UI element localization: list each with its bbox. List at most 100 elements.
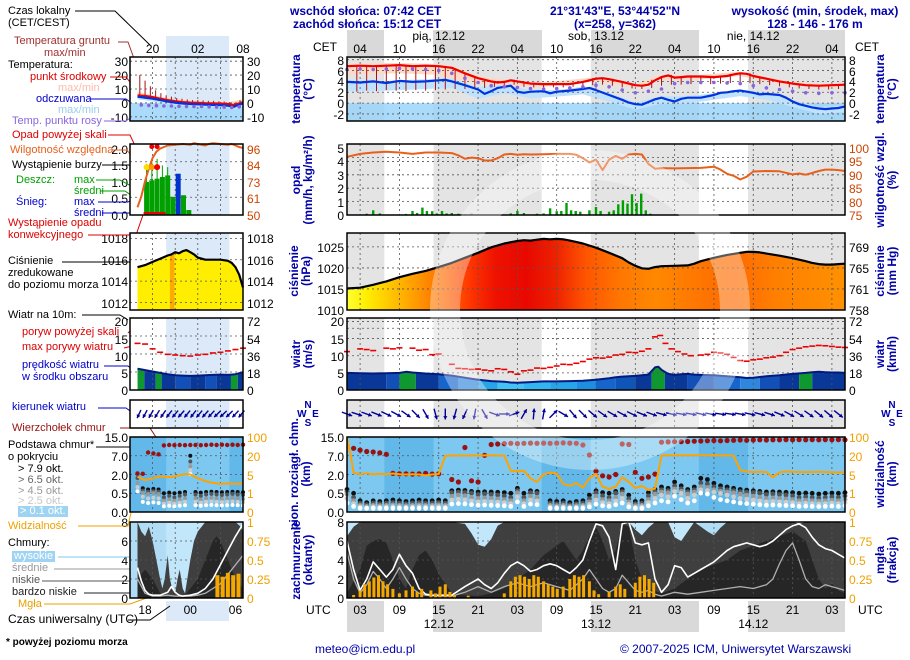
wind-arrow-head xyxy=(770,412,775,417)
cloud-top-dot xyxy=(488,441,494,448)
fog-bar xyxy=(411,586,414,598)
cloud-top-dot xyxy=(547,440,553,446)
y-tick-label: 0 xyxy=(247,506,254,520)
cloud-base-dot xyxy=(172,504,177,509)
cloud-top-dot xyxy=(161,443,167,448)
ground-temp-range-band xyxy=(347,63,845,88)
wind-arrow-head xyxy=(603,413,608,418)
rain-bar xyxy=(640,193,643,215)
sidebar-label: Wystąpienie burzy xyxy=(12,159,102,171)
cloud-base-dot xyxy=(731,494,736,500)
y-tick-label: 2 xyxy=(337,573,344,587)
cloud-base-dot xyxy=(482,502,487,508)
cloud-top-dot xyxy=(475,479,481,485)
above-scale-dot xyxy=(154,144,160,150)
cloud-base-dot xyxy=(790,493,795,499)
wind-arrow-head xyxy=(406,413,411,418)
sidebar-label: Widzialność xyxy=(8,520,67,532)
cloud-base-dot xyxy=(822,490,828,496)
cloud-top-dot xyxy=(573,440,579,446)
y-tick-label: 1.0 xyxy=(111,175,128,190)
dew-point-dots xyxy=(384,67,389,71)
night-band-header xyxy=(347,30,385,56)
y-tick-label: 20 xyxy=(849,449,863,464)
y-tick-label: 6 xyxy=(121,535,128,549)
wind-arrow-head xyxy=(582,414,587,418)
y-tick-label: 1014 xyxy=(247,275,274,290)
fog-bar xyxy=(607,591,611,598)
utc-date-label: 13.12 xyxy=(580,617,612,631)
cloud-top-dot xyxy=(219,442,225,447)
wind-arrow-head xyxy=(662,412,667,417)
y-tick-label: 0.0 xyxy=(327,506,344,520)
cloud-base-dot xyxy=(829,490,835,496)
wind-arrow-head xyxy=(214,413,219,418)
cloud-base-dot xyxy=(462,497,468,503)
cloud-base-dot xyxy=(829,503,835,509)
y-tick-label: 3 xyxy=(337,168,344,183)
night-band xyxy=(748,144,845,215)
dew-point-dots xyxy=(633,91,638,95)
rain-bar xyxy=(450,213,453,215)
cloud-base-dot xyxy=(777,496,782,501)
sidebar-label: średni xyxy=(74,185,104,197)
wind-strip xyxy=(144,368,156,390)
wind-arrow-head xyxy=(472,415,477,420)
y-tick-label: 0 xyxy=(247,384,254,398)
wind-strip xyxy=(155,368,162,390)
cloud-base-dot xyxy=(796,504,802,509)
cloud-top-dot xyxy=(156,452,161,457)
dew-point-dots xyxy=(371,67,375,72)
cloud-base-dot xyxy=(488,492,494,497)
cloud-top-dot xyxy=(783,437,789,443)
cloud-base-dot xyxy=(593,501,599,507)
wind-arrow-head xyxy=(712,412,717,417)
cloud-base-dot xyxy=(219,497,224,501)
dew-point-dots xyxy=(685,80,690,85)
wind-arrow-head xyxy=(367,412,372,417)
y-tick-label: 0 xyxy=(121,592,128,606)
wind-speed-line xyxy=(137,367,244,377)
cloud-base-dot xyxy=(678,491,684,496)
rain-bar xyxy=(440,211,444,215)
cloud-base-dot xyxy=(488,499,494,505)
wind-arrow-head xyxy=(238,413,243,418)
cloud-top-dot xyxy=(468,478,475,484)
cloud-base-dot xyxy=(744,501,750,506)
y-tick-label: 2.0 xyxy=(327,468,344,483)
cloud-base-dot xyxy=(613,490,619,496)
fog-bar xyxy=(638,576,642,598)
utc-tick-label: 21 xyxy=(471,603,485,617)
y-tick-label: 0.5 xyxy=(247,554,264,568)
rain-bar xyxy=(569,210,573,215)
cloud-top-dot xyxy=(567,440,573,446)
cloud-base-dot xyxy=(193,499,198,504)
utc-tick-label: 15 xyxy=(746,603,760,617)
dew-point-dots xyxy=(229,105,234,110)
sidebar-label: max/min xyxy=(58,104,100,116)
panel-precipitation-mini xyxy=(129,142,244,216)
sidebar-label: do poziomu morza xyxy=(8,279,99,291)
cloud-top-dot xyxy=(717,438,724,444)
y-tick-label: 0 xyxy=(849,592,856,606)
cloud-base-dot xyxy=(737,496,743,501)
contact-email[interactable]: meteo@icm.edu.pl xyxy=(315,642,416,656)
cet-tick-label: 16 xyxy=(432,42,446,56)
fog-bar xyxy=(386,584,390,598)
y-tick-label: 5 xyxy=(849,468,856,483)
mini-night-band-footer xyxy=(166,601,230,621)
cloud-base-dot xyxy=(796,495,802,500)
cloud-base-dot xyxy=(403,505,409,511)
y-tick-label: 36 xyxy=(849,349,863,364)
fog-bar xyxy=(415,591,419,598)
cloud-base-dot xyxy=(672,489,677,494)
panel-border xyxy=(129,56,244,122)
cloud-top-dot xyxy=(776,437,783,443)
cloud-base-dot xyxy=(593,493,599,499)
rain-bar xyxy=(635,202,638,215)
cet-tick-label: 10 xyxy=(392,42,407,56)
cloud-base-dot xyxy=(836,504,841,509)
cloud-base-dot xyxy=(501,490,507,495)
mini-utc-tick-label: 00 xyxy=(183,603,197,617)
night-band-footer xyxy=(748,601,845,632)
